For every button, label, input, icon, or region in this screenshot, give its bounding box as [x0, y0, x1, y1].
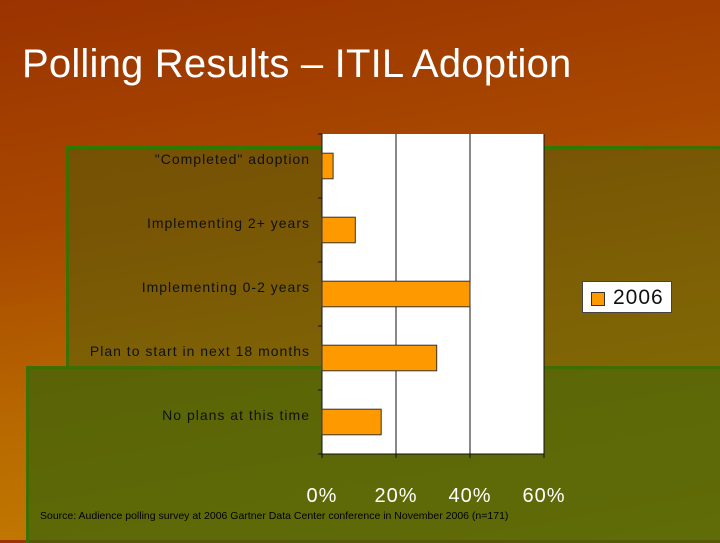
legend-swatch — [591, 292, 605, 306]
x-tick-label-1: 20% — [374, 485, 417, 507]
x-tick-label-0: 0% — [307, 485, 338, 507]
category-label-1: Implementing 2+ years — [147, 215, 310, 231]
category-label-2: Implementing 0-2 years — [142, 279, 310, 295]
category-label-3: Plan to start in next 18 months — [90, 343, 310, 359]
category-label-0: "Completed" adoption — [155, 151, 310, 167]
bar-0 — [321, 152, 334, 180]
source-note: Source: Audience polling survey at 2006 … — [40, 510, 509, 522]
bar-2 — [321, 280, 471, 308]
bar-3 — [321, 344, 438, 372]
legend-label: 2006 — [613, 286, 664, 309]
bar-1 — [321, 216, 356, 244]
bar-4 — [321, 408, 382, 436]
x-tick-label-3: 60% — [522, 485, 565, 507]
page-title: Polling Results – ITIL Adoption — [22, 42, 572, 86]
category-label-4: No plans at this time — [162, 407, 310, 423]
x-tick-label-2: 40% — [448, 485, 491, 507]
chart-legend: 2006 — [582, 281, 672, 313]
